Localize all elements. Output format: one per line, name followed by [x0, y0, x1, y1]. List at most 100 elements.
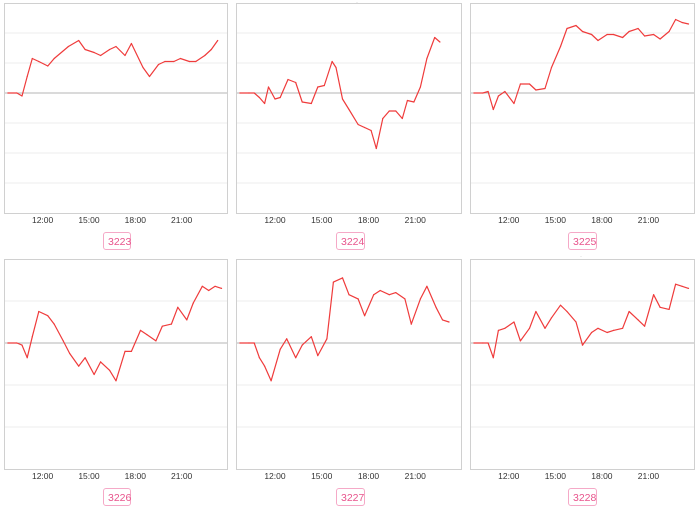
data-point — [301, 101, 303, 103]
data-point — [606, 331, 608, 334]
data-point — [130, 42, 133, 45]
data-point — [157, 63, 160, 66]
data-point — [473, 92, 475, 94]
data-point — [606, 33, 608, 36]
x-tick-label: 15:00 — [311, 471, 333, 481]
chart-badge-3228[interactable]: 3228 — [568, 488, 597, 506]
plot-frame — [4, 259, 228, 470]
data-point — [179, 57, 181, 60]
x-tick-label: 18:00 — [358, 471, 380, 481]
data-point — [435, 306, 437, 308]
data-point — [331, 60, 333, 63]
data-point — [108, 48, 111, 51]
data-point — [287, 78, 289, 81]
data-point — [643, 35, 646, 37]
data-point — [363, 126, 366, 129]
data-point — [637, 319, 639, 321]
data-point — [295, 81, 297, 84]
data-point — [195, 60, 197, 63]
data-point — [208, 289, 210, 292]
data-point — [78, 365, 80, 367]
data-point — [448, 321, 450, 323]
data-point — [21, 95, 23, 97]
data-point — [504, 90, 506, 93]
price-line-3225 — [473, 18, 689, 111]
price-line-3228 — [473, 283, 689, 359]
data-point — [544, 87, 546, 90]
data-point — [108, 369, 111, 371]
data-point — [173, 60, 175, 63]
data-point — [439, 41, 441, 43]
data-point — [253, 92, 255, 94]
data-point — [38, 310, 40, 313]
x-tick-label: 21:00 — [171, 215, 193, 225]
price-line-3223 — [7, 39, 219, 97]
x-tick-label: 12:00 — [264, 471, 286, 481]
data-point — [492, 108, 494, 111]
x-tick-label: 21:00 — [638, 215, 660, 225]
data-point — [341, 98, 344, 100]
data-point — [621, 327, 624, 329]
data-point — [274, 98, 276, 100]
data-point — [99, 361, 102, 363]
data-point — [482, 92, 484, 94]
data-point — [357, 298, 359, 300]
data-point — [566, 27, 568, 30]
data-point — [279, 96, 281, 99]
data-point — [267, 86, 270, 88]
x-tick-label: 21:00 — [405, 471, 427, 481]
chart-svg-3226: 12:00 15:00 18:00 21:00 — [4, 259, 228, 481]
data-point — [497, 329, 500, 331]
data-point — [379, 289, 381, 292]
x-tick-label: 18:00 — [591, 215, 613, 225]
data-point — [621, 36, 624, 39]
data-point — [295, 357, 297, 359]
data-point — [643, 325, 646, 327]
data-point — [370, 129, 372, 132]
dot-speck: · — [356, 0, 358, 6]
data-point — [53, 323, 55, 325]
data-point — [675, 283, 677, 285]
data-point — [47, 65, 49, 67]
data-point — [258, 96, 260, 99]
chart-badge-3226[interactable]: 3226 — [103, 488, 131, 506]
data-point — [413, 101, 415, 103]
chart-svg-3227: 12:00 15:00 18:00 21:00 — [236, 259, 462, 481]
data-point — [317, 355, 319, 357]
x-tick-label: 21:00 — [638, 471, 660, 481]
data-point — [482, 342, 484, 344]
data-point — [124, 350, 126, 352]
data-point — [575, 321, 577, 323]
data-point — [253, 342, 255, 344]
data-point — [146, 334, 148, 336]
data-point — [426, 57, 428, 60]
data-point — [559, 45, 562, 48]
data-point — [310, 336, 312, 338]
data-point — [513, 321, 515, 323]
data-point — [124, 54, 126, 57]
data-point — [581, 30, 584, 33]
chart-badge-3227[interactable]: 3227 — [336, 488, 365, 506]
chart-panel-3226: 12:00 15:00 18:00 21:00 — [4, 259, 228, 484]
data-point — [441, 319, 444, 321]
chart-badge-3224[interactable]: 3224 — [336, 232, 365, 250]
data-point — [326, 338, 328, 340]
data-point — [270, 380, 272, 382]
data-point — [519, 340, 522, 342]
data-point — [492, 357, 494, 359]
data-point — [239, 92, 241, 94]
data-point — [401, 117, 403, 120]
data-point — [164, 60, 166, 63]
data-point — [590, 33, 593, 36]
data-point — [659, 306, 661, 308]
data-point — [535, 89, 537, 91]
data-point — [550, 317, 553, 319]
data-point — [84, 48, 86, 51]
chart-badge-3223[interactable]: 3223 — [103, 232, 131, 250]
data-point — [628, 30, 630, 33]
data-point — [681, 21, 683, 24]
data-point — [597, 327, 599, 329]
chart-badge-3225[interactable]: 3225 — [568, 232, 597, 250]
data-point — [115, 380, 117, 382]
data-point — [204, 54, 206, 57]
